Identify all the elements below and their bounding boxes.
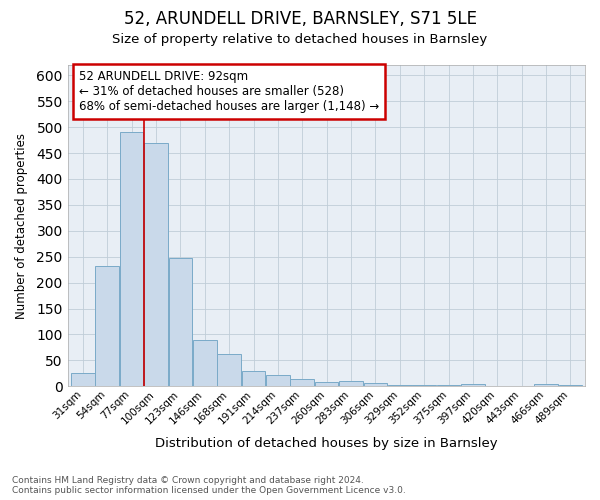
Text: 52, ARUNDELL DRIVE, BARNSLEY, S71 5LE: 52, ARUNDELL DRIVE, BARNSLEY, S71 5LE <box>124 10 476 28</box>
Y-axis label: Number of detached properties: Number of detached properties <box>15 132 28 318</box>
Bar <box>144 142 168 386</box>
Text: 52 ARUNDELL DRIVE: 92sqm
← 31% of detached houses are smaller (528)
68% of semi-: 52 ARUNDELL DRIVE: 92sqm ← 31% of detach… <box>79 70 379 113</box>
Text: Contains HM Land Registry data © Crown copyright and database right 2024.
Contai: Contains HM Land Registry data © Crown c… <box>12 476 406 495</box>
Bar <box>534 384 558 386</box>
Bar <box>364 382 387 386</box>
Bar <box>315 382 338 386</box>
Bar <box>217 354 241 386</box>
Bar <box>71 374 95 386</box>
Bar <box>266 375 290 386</box>
Bar <box>388 385 412 386</box>
Bar <box>290 379 314 386</box>
Bar <box>339 381 363 386</box>
Bar <box>437 385 460 386</box>
Text: Size of property relative to detached houses in Barnsley: Size of property relative to detached ho… <box>112 32 488 46</box>
Bar <box>412 385 436 386</box>
Bar <box>559 384 582 386</box>
Bar <box>242 370 265 386</box>
Bar <box>193 340 217 386</box>
Bar <box>461 384 485 386</box>
Bar <box>169 258 192 386</box>
Bar <box>95 266 119 386</box>
Bar <box>120 132 143 386</box>
X-axis label: Distribution of detached houses by size in Barnsley: Distribution of detached houses by size … <box>155 437 498 450</box>
